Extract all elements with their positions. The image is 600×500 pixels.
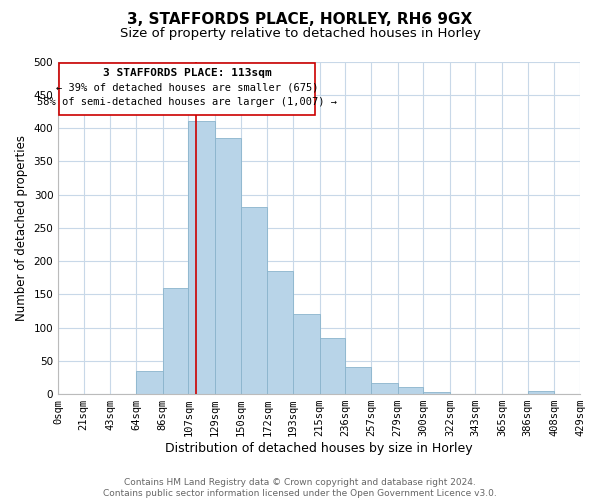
Bar (398, 388, 423, 394)
FancyBboxPatch shape (59, 63, 315, 114)
Text: 3, STAFFORDS PLACE, HORLEY, RH6 9GX: 3, STAFFORDS PLACE, HORLEY, RH6 9GX (127, 12, 473, 28)
Bar (371, 384, 398, 394)
Bar (293, 314, 320, 394)
Text: Contains HM Land Registry data © Crown copyright and database right 2024.
Contai: Contains HM Land Registry data © Crown c… (103, 478, 497, 498)
Y-axis label: Number of detached properties: Number of detached properties (15, 135, 28, 321)
Text: ← 39% of detached houses are smaller (675): ← 39% of detached houses are smaller (67… (56, 83, 319, 93)
Bar (527, 391, 554, 394)
Bar (423, 392, 450, 394)
Text: 3 STAFFORDS PLACE: 113sqm: 3 STAFFORDS PLACE: 113sqm (103, 68, 271, 78)
Text: 58% of semi-detached houses are larger (1,007) →: 58% of semi-detached houses are larger (… (37, 98, 337, 108)
Bar (268, 271, 293, 394)
Bar (320, 338, 345, 394)
X-axis label: Distribution of detached houses by size in Horley: Distribution of detached houses by size … (165, 442, 473, 455)
Text: Size of property relative to detached houses in Horley: Size of property relative to detached ho… (119, 28, 481, 40)
Bar (136, 371, 163, 394)
Bar (188, 122, 215, 394)
Bar (241, 206, 268, 394)
Bar (345, 368, 371, 394)
Bar (215, 138, 241, 394)
Bar (163, 288, 188, 394)
